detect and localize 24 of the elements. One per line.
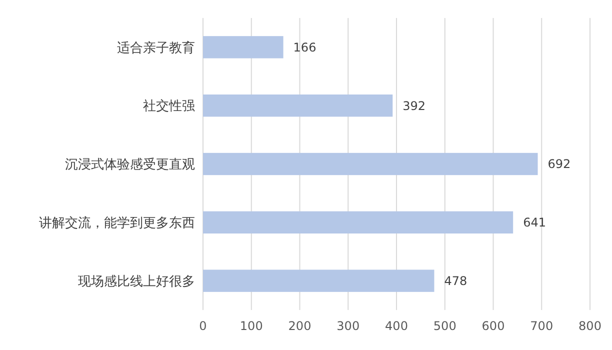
- x-tick-label: 500: [433, 319, 456, 333]
- x-tick-label: 600: [482, 319, 505, 333]
- data-label: 692: [548, 157, 571, 172]
- bar: [203, 211, 514, 234]
- data-label: 166: [293, 40, 316, 54]
- bar: [203, 36, 284, 58]
- x-tick-label: 100: [240, 319, 263, 333]
- x-tick-label: 0: [199, 319, 207, 333]
- bar: [203, 270, 434, 292]
- x-tick-label: 700: [530, 319, 554, 333]
- x-tick-label: 200: [288, 319, 312, 333]
- data-label: 392: [402, 98, 426, 113]
- y-tick-label: 讲解交流，能学到更多东西: [39, 214, 195, 231]
- data-label: 478: [444, 274, 468, 288]
- y-tick-label: 社交性强: [143, 98, 195, 114]
- data-label: 641: [523, 216, 546, 230]
- x-tick-label: 300: [336, 319, 360, 333]
- bar: [203, 152, 538, 176]
- x-tick-label: 800: [578, 319, 602, 333]
- x-tick-label: 400: [385, 319, 408, 333]
- y-tick-label: 沉浸式体验感受更直观: [65, 158, 195, 173]
- bar: [203, 94, 393, 117]
- y-tick-label: 现场感比线上好很多: [78, 274, 195, 290]
- y-tick-label: 适合亲子教育: [117, 40, 195, 56]
